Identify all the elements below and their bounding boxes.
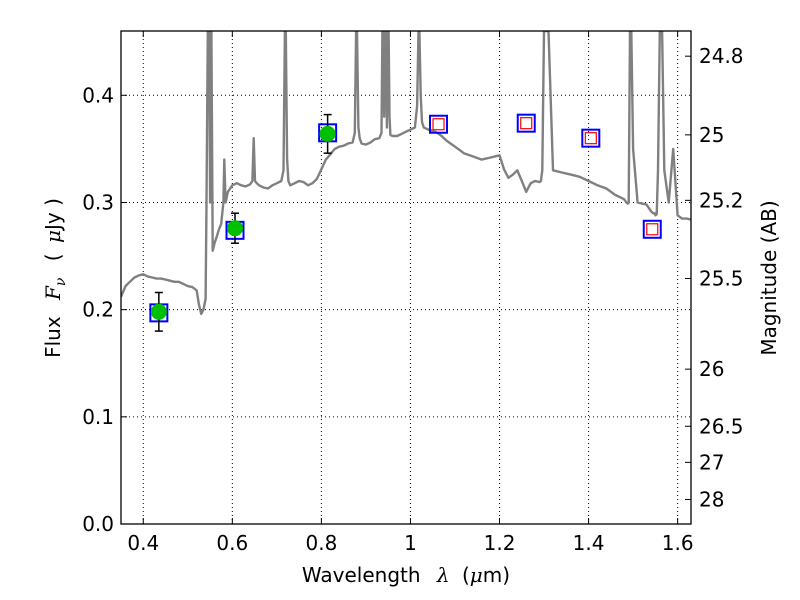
observed-marker (227, 220, 243, 237)
y2-tick-label: 24.8 (699, 44, 744, 68)
y2-tick-label: 28 (699, 487, 724, 511)
x-tick-label: 1.2 (484, 531, 516, 555)
model-point (642, 219, 662, 239)
y2-tick-label: 26.5 (699, 414, 744, 438)
x-tick-label: 1.4 (573, 531, 605, 555)
observed-marker (150, 303, 167, 320)
y2-tick-label: 25.5 (699, 266, 744, 290)
y-tick-label: 0.1 (82, 405, 114, 429)
y2-tick-label: 26 (699, 357, 724, 381)
observed-point (319, 113, 336, 154)
y2-tick-label: 25 (699, 123, 724, 147)
x-tick-label: 0.8 (305, 531, 337, 555)
y-axis-label: Flux Fν ( μJy ) (41, 198, 70, 358)
x-axis-label: Wavelength λ (μm) (302, 563, 510, 587)
ticks-layer: 0.4 0.6 0.8 1 1.2 1.4 1.6 0.0 0.1 0.2 0.3 0.4 24.8 25… (82, 31, 744, 555)
y-tick-label: 0.0 (82, 512, 114, 536)
model-spectrum-line (121, 31, 691, 316)
upper-limit-point (646, 223, 659, 236)
y2-axis-label: Magnitude (AB) (757, 200, 781, 355)
upper-limit-point (520, 117, 533, 130)
markers-layer (149, 113, 662, 332)
model-spectrum-layer (121, 31, 691, 316)
y2-tick-label: 25.2 (699, 188, 744, 212)
y2-tick-label: 27 (699, 450, 724, 474)
observed-point (227, 212, 243, 244)
y-tick-label: 0.2 (82, 298, 114, 322)
x-tick-label: 1 (404, 531, 417, 555)
observed-point (150, 291, 167, 332)
y-tick-label: 0.4 (82, 83, 114, 107)
observed-marker (319, 125, 336, 142)
y-tick-label: 0.3 (82, 190, 114, 214)
model-point (581, 128, 601, 148)
x-tick-label: 0.4 (127, 531, 159, 555)
model-point (516, 113, 536, 133)
upper-limit-point (584, 132, 597, 145)
x-tick-label: 1.6 (662, 531, 694, 555)
x-tick-label: 0.6 (216, 531, 248, 555)
plot-frame (120, 30, 692, 525)
upper-limit-point (432, 118, 445, 131)
model-point (429, 114, 449, 134)
